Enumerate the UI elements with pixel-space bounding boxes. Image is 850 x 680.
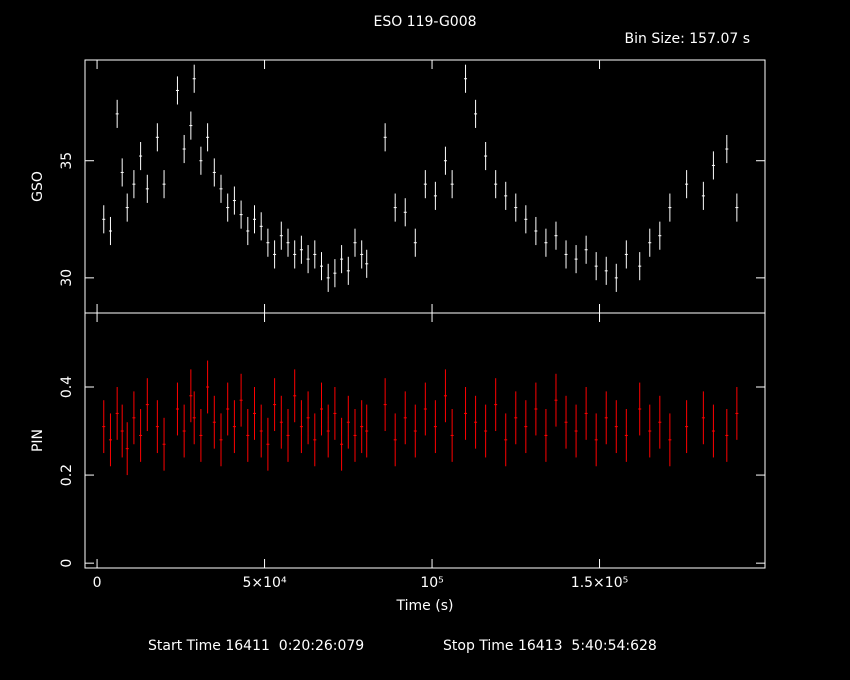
x-tick-label: 0 [93, 575, 102, 591]
y-axis-label: GSO [30, 171, 46, 202]
y-tick-label: 35 [59, 152, 75, 170]
start-time: Start Time 16411 0:20:26:079 [148, 638, 364, 654]
x-axis-label: Time (s) [396, 598, 454, 614]
chart-title: ESO 119-G008 [373, 14, 476, 30]
y-axis-label: PIN [30, 429, 46, 452]
x-tick-label: 10⁵ [420, 575, 443, 591]
stop-time: Stop Time 16413 5:40:54:628 [443, 638, 657, 654]
x-tick-label: 5×10⁴ [243, 575, 287, 591]
bin-size: Bin Size: 157.07 s [625, 31, 750, 47]
y-tick-label: 0 [59, 559, 75, 568]
x-tick-label: 1.5×10⁵ [571, 575, 628, 591]
series [102, 360, 739, 476]
y-tick-label: 0.2 [59, 464, 75, 486]
y-tick-label: 30 [59, 269, 75, 287]
series [102, 64, 739, 292]
panel-frame [84, 312, 766, 569]
y-tick-label: 0.4 [59, 376, 75, 398]
